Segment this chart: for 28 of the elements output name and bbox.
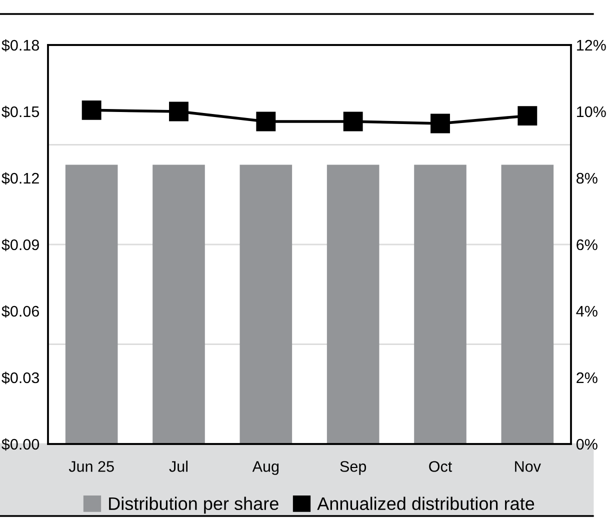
y2-tick-label: 10% [577,106,606,118]
x-tick-label: Sep [340,461,366,475]
y2-tick-label: 8% [576,172,598,184]
x-tick-label: Jul [169,460,188,472]
y2-tick-label: 4% [576,306,598,317]
point [518,106,538,126]
legend-label: Annualized distribution rate [317,496,534,510]
point [169,102,188,122]
y-tick-label: $0.00 [2,438,40,451]
y-tick-label: $0.06 [2,305,39,318]
x-tick-label: Aug [252,461,279,475]
x-tick-label: Nov [515,461,541,472]
x-tick-label: Oct [429,461,452,472]
x-tick-label: Jun 25 [68,461,114,472]
y2-tick-label: 6% [576,239,598,250]
y-tick-label: $0.03 [2,372,39,384]
y-tick-label: $0.15 [2,106,40,118]
point [343,112,363,132]
y-tick-label: $0.12 [2,172,39,185]
legend-label: Distribution per share [109,496,278,514]
y2-tick-label: 0% [576,438,598,450]
y-tick-label: $0.18 [2,39,40,52]
point [256,112,276,132]
y2-tick-label: 2% [576,372,598,384]
point [430,114,450,134]
y-tick-label: $0.09 [2,238,39,252]
point [82,100,102,120]
y2-tick-label: 12% [577,40,606,51]
